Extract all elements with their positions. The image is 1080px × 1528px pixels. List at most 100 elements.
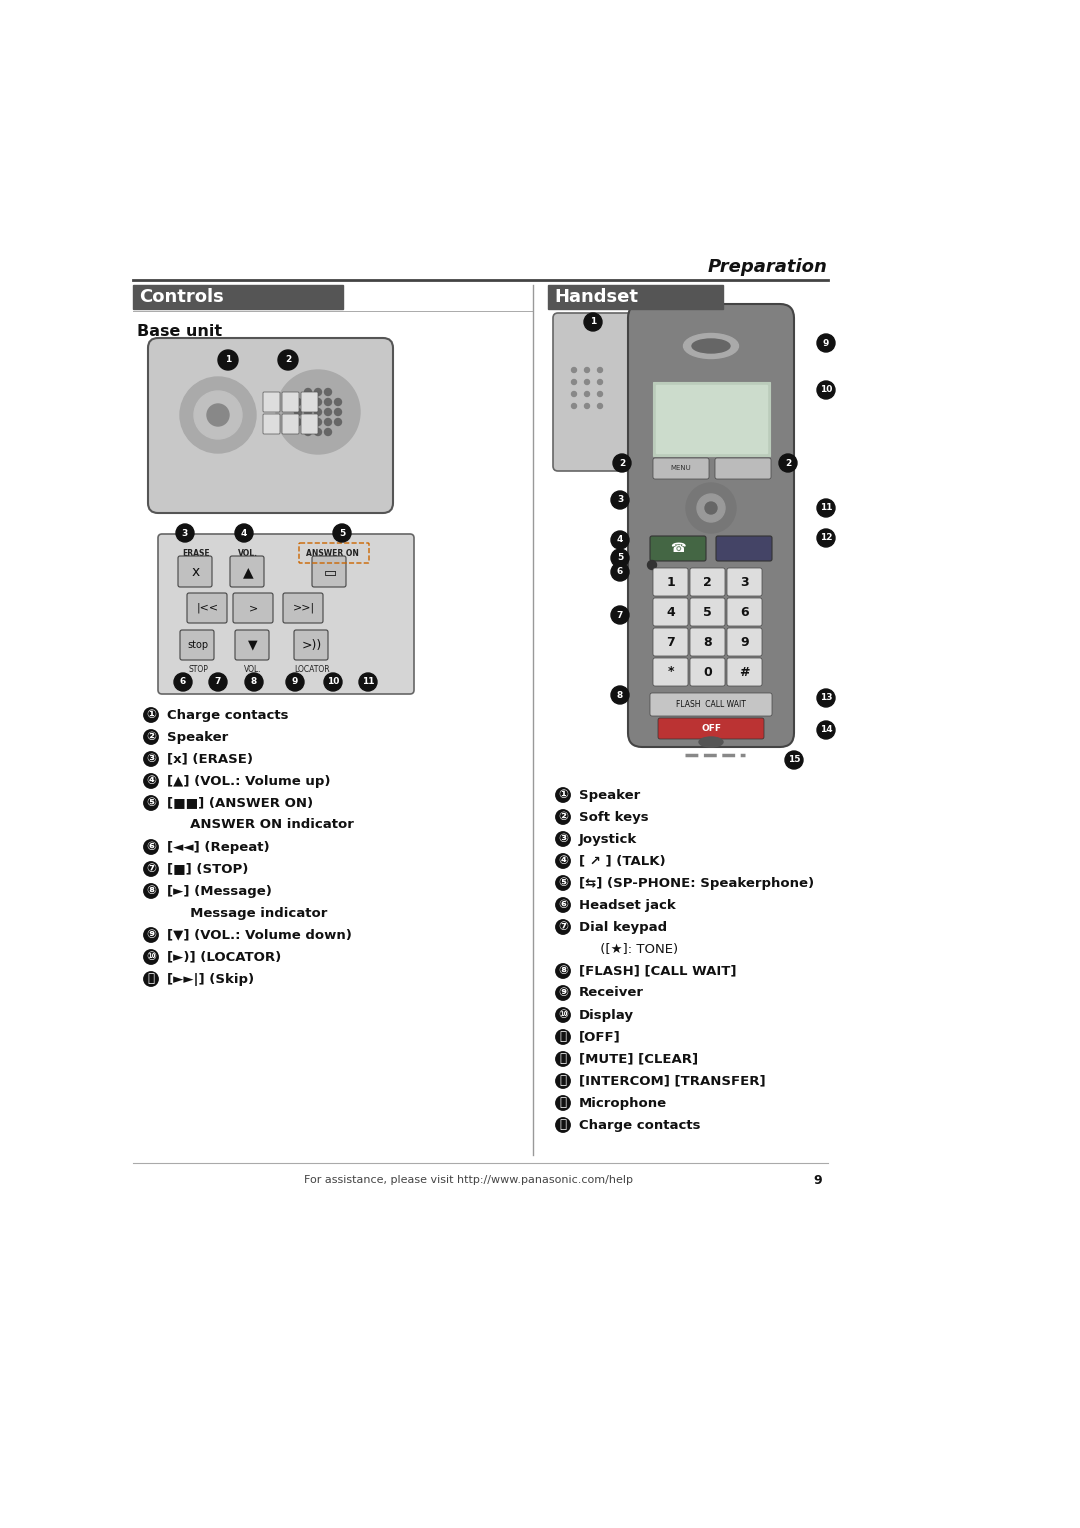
- Circle shape: [611, 686, 629, 704]
- Text: *: *: [667, 666, 674, 678]
- Text: ⑬: ⑬: [559, 1074, 567, 1088]
- FancyBboxPatch shape: [233, 593, 273, 623]
- Circle shape: [705, 503, 717, 513]
- Text: 9: 9: [740, 636, 748, 648]
- Text: 8: 8: [617, 691, 623, 700]
- Ellipse shape: [684, 333, 739, 359]
- Text: 11: 11: [820, 504, 833, 512]
- Text: 9: 9: [813, 1174, 822, 1187]
- Text: 2: 2: [285, 356, 292, 365]
- Circle shape: [324, 419, 332, 425]
- Circle shape: [779, 454, 797, 472]
- FancyBboxPatch shape: [294, 630, 328, 660]
- FancyBboxPatch shape: [690, 597, 725, 626]
- Circle shape: [245, 672, 264, 691]
- Text: 3: 3: [740, 576, 748, 588]
- Circle shape: [305, 388, 311, 396]
- Text: ([★]: TONE): ([★]: TONE): [579, 943, 678, 955]
- FancyBboxPatch shape: [553, 313, 635, 471]
- Bar: [656, 385, 767, 452]
- FancyBboxPatch shape: [716, 536, 772, 561]
- Text: 4: 4: [241, 529, 247, 538]
- FancyBboxPatch shape: [264, 414, 280, 434]
- Text: ⑮: ⑮: [559, 1118, 567, 1132]
- Text: 2: 2: [619, 458, 625, 468]
- Text: [■] (STOP): [■] (STOP): [167, 862, 248, 876]
- Text: ▲: ▲: [243, 565, 254, 579]
- Text: Preparation: Preparation: [708, 258, 828, 277]
- Circle shape: [305, 419, 311, 425]
- Circle shape: [324, 399, 332, 405]
- Text: ⑫: ⑫: [559, 1053, 567, 1065]
- Text: ANSWER ON indicator: ANSWER ON indicator: [167, 819, 354, 831]
- Text: 7: 7: [617, 611, 623, 619]
- Text: Controls: Controls: [139, 287, 224, 306]
- Text: Joystick: Joystick: [579, 833, 637, 845]
- Circle shape: [324, 408, 332, 416]
- Text: 12: 12: [820, 533, 833, 542]
- Text: ⑨: ⑨: [558, 987, 568, 999]
- Text: For assistance, please visit http://www.panasonic.com/help: For assistance, please visit http://www.…: [303, 1175, 633, 1186]
- FancyBboxPatch shape: [301, 393, 318, 413]
- Text: ERASE: ERASE: [183, 550, 210, 559]
- Text: MENU: MENU: [671, 466, 691, 472]
- Circle shape: [218, 350, 238, 370]
- Circle shape: [335, 419, 341, 425]
- Circle shape: [697, 494, 725, 523]
- Text: Display: Display: [579, 1008, 634, 1022]
- Text: ⑪: ⑪: [148, 972, 154, 986]
- Text: 0: 0: [703, 666, 712, 678]
- Circle shape: [611, 549, 629, 567]
- Text: 9: 9: [823, 339, 829, 347]
- Text: ⑧: ⑧: [558, 964, 568, 978]
- FancyBboxPatch shape: [180, 630, 214, 660]
- Circle shape: [314, 408, 322, 416]
- Circle shape: [276, 370, 360, 454]
- Circle shape: [816, 689, 835, 707]
- Text: [►►|] (Skip): [►►|] (Skip): [167, 972, 254, 986]
- Text: Soft keys: Soft keys: [579, 810, 649, 824]
- Circle shape: [324, 388, 332, 396]
- FancyBboxPatch shape: [230, 556, 264, 587]
- Circle shape: [359, 672, 377, 691]
- Circle shape: [180, 377, 256, 452]
- Text: ⑨: ⑨: [146, 929, 156, 941]
- Circle shape: [816, 380, 835, 399]
- Circle shape: [597, 379, 603, 385]
- Text: [FLASH] [CALL WAIT]: [FLASH] [CALL WAIT]: [579, 964, 737, 978]
- Text: ▭: ▭: [323, 565, 337, 579]
- FancyBboxPatch shape: [653, 568, 688, 596]
- Text: 15: 15: [787, 755, 800, 764]
- Text: [►] (Message): [►] (Message): [167, 885, 272, 897]
- Text: 1: 1: [666, 576, 675, 588]
- Text: [⇆] (SP-PHONE: Speakerphone): [⇆] (SP-PHONE: Speakerphone): [579, 877, 814, 889]
- Text: ⑥: ⑥: [558, 898, 568, 912]
- Ellipse shape: [699, 736, 723, 747]
- Circle shape: [571, 391, 577, 396]
- Text: >>|: >>|: [293, 602, 315, 613]
- Circle shape: [816, 721, 835, 740]
- Text: ▼: ▼: [248, 639, 258, 651]
- FancyBboxPatch shape: [312, 556, 346, 587]
- Text: [OFF]: [OFF]: [579, 1030, 621, 1044]
- FancyBboxPatch shape: [282, 414, 299, 434]
- Circle shape: [584, 313, 602, 332]
- Text: STOP: STOP: [188, 666, 208, 674]
- Bar: [548, 286, 723, 309]
- Bar: [653, 382, 770, 455]
- Text: 2: 2: [703, 576, 712, 588]
- FancyBboxPatch shape: [653, 628, 688, 656]
- FancyBboxPatch shape: [690, 628, 725, 656]
- Text: ANSWER ON: ANSWER ON: [306, 550, 359, 559]
- Text: ⑦: ⑦: [146, 862, 156, 876]
- Text: 11: 11: [362, 677, 375, 686]
- Text: ①: ①: [558, 788, 568, 802]
- Text: Dial keypad: Dial keypad: [579, 920, 667, 934]
- Circle shape: [816, 335, 835, 351]
- Circle shape: [314, 428, 322, 435]
- Text: ②: ②: [558, 810, 568, 824]
- Circle shape: [305, 399, 311, 405]
- Text: ⑤: ⑤: [146, 796, 156, 810]
- Text: ⑤: ⑤: [558, 877, 568, 889]
- FancyBboxPatch shape: [727, 659, 762, 686]
